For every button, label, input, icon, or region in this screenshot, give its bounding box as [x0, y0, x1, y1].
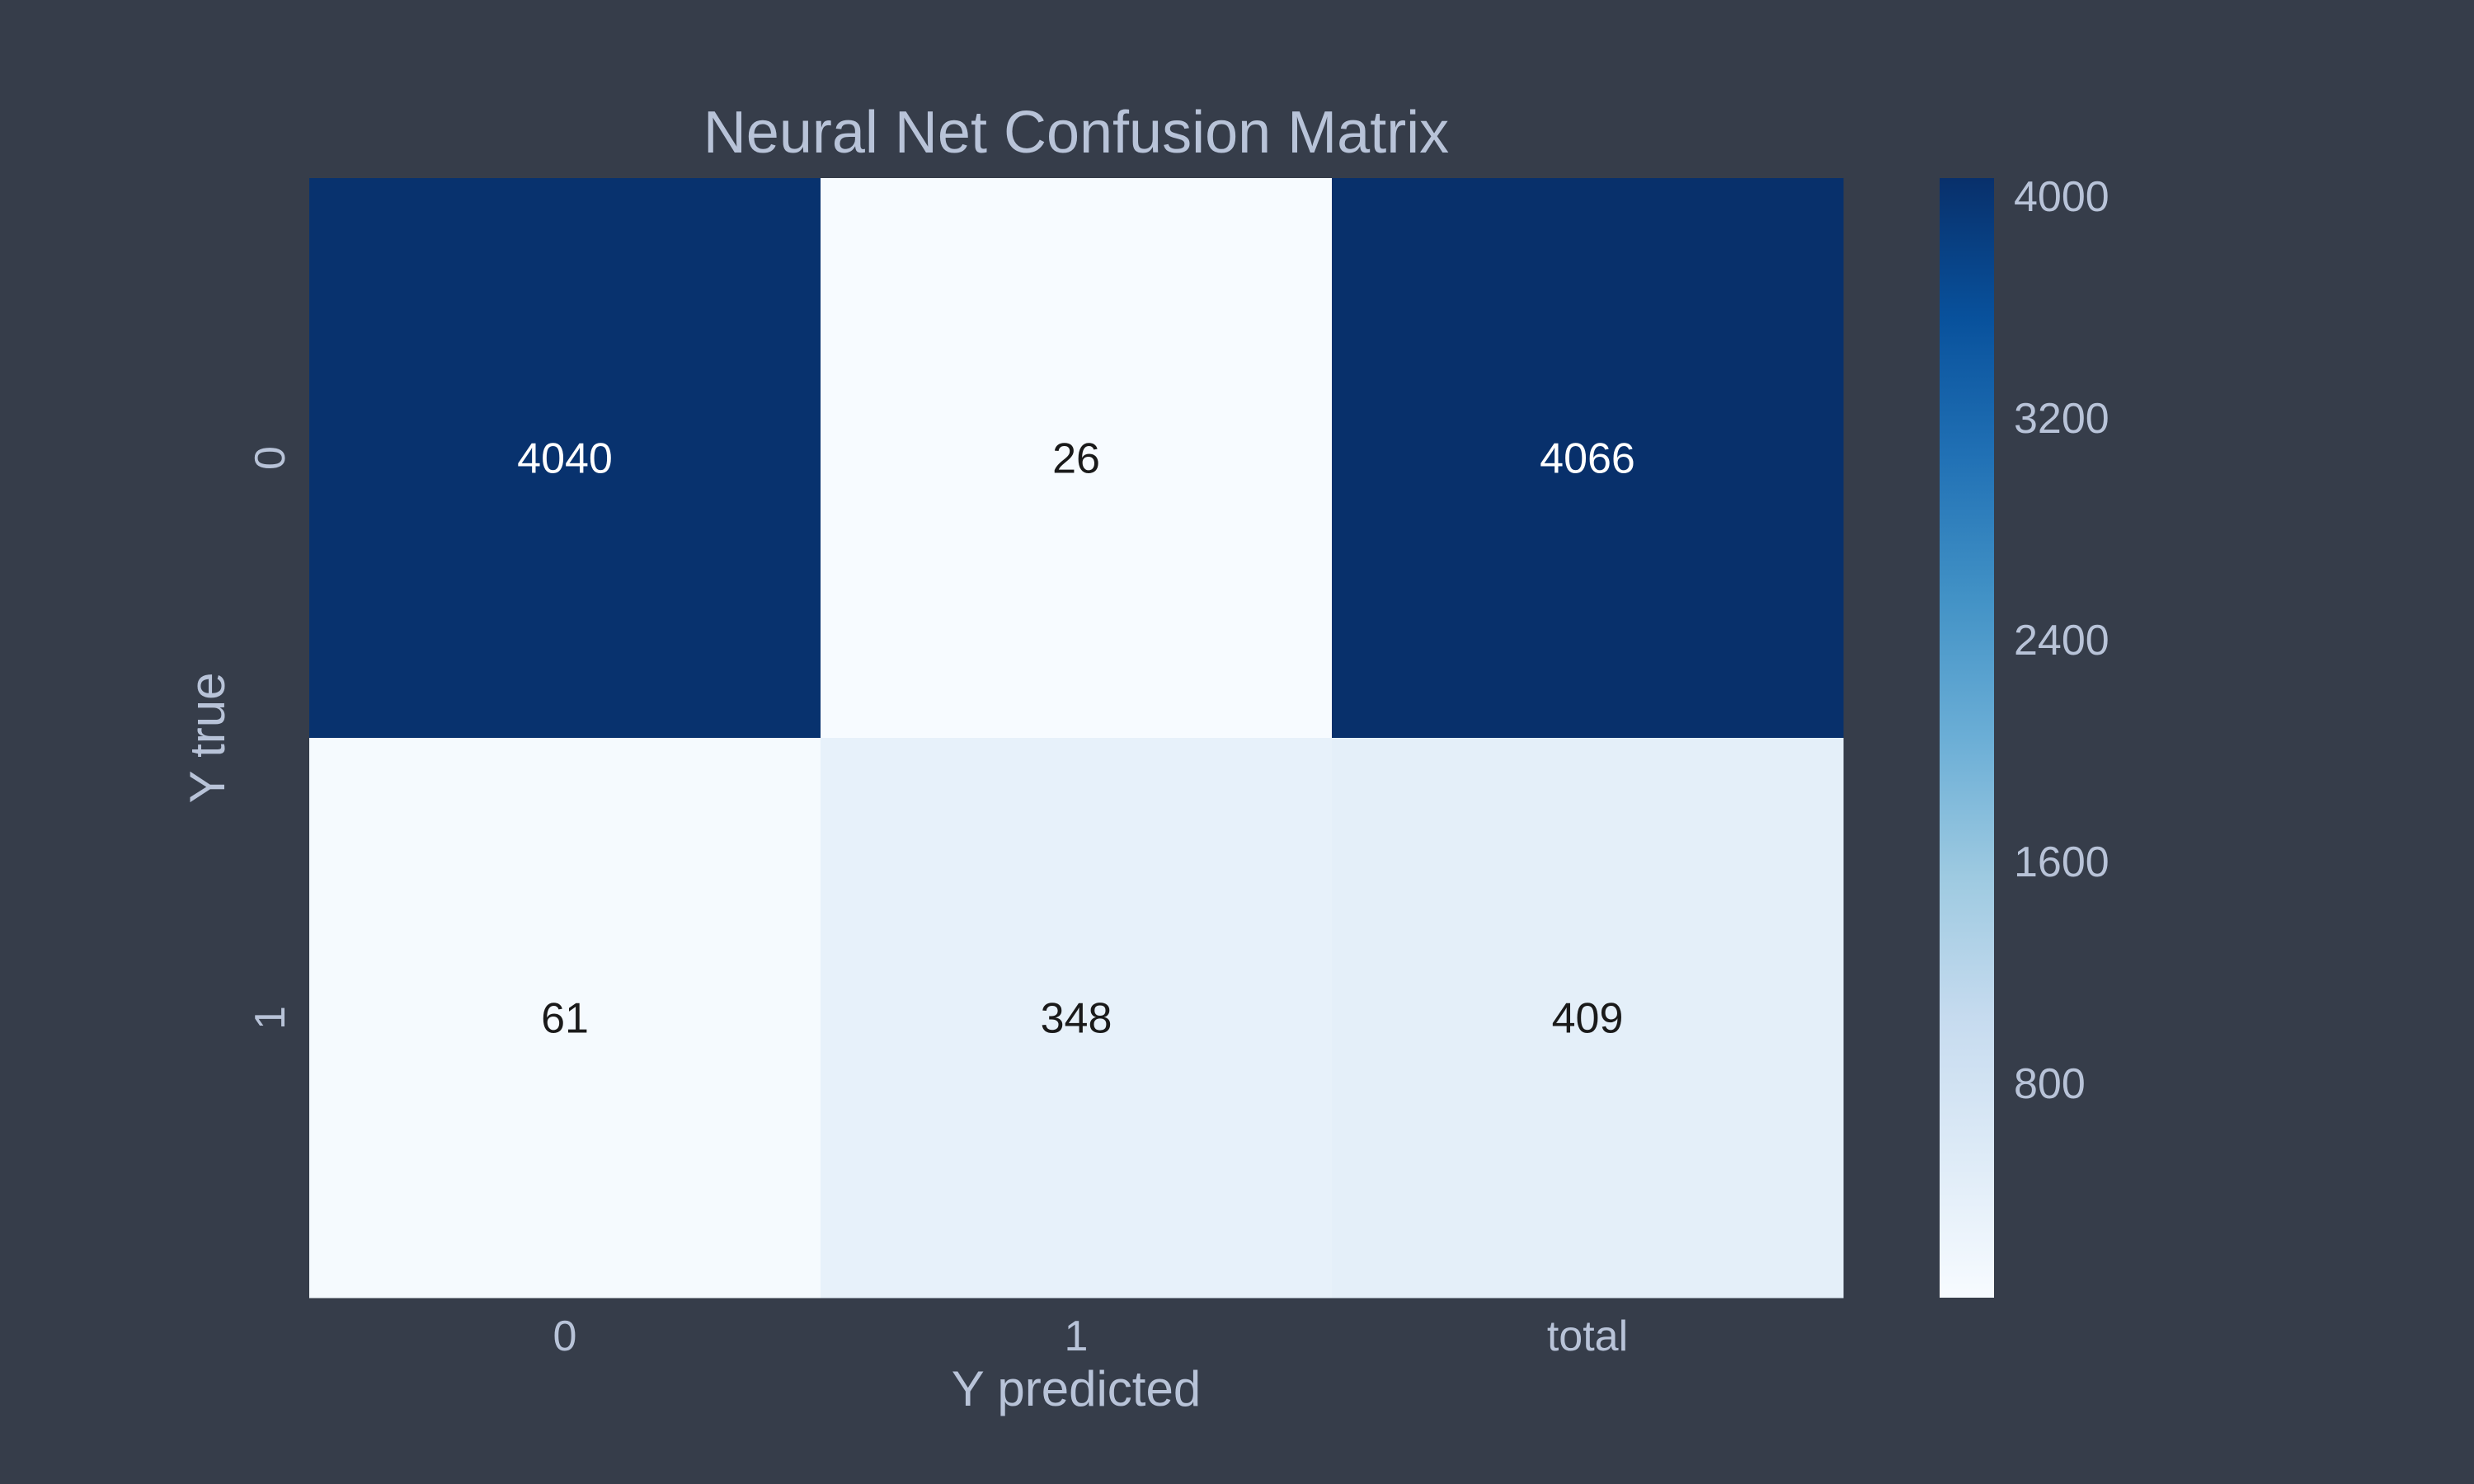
x-tick-label: total	[1547, 1313, 1628, 1360]
colorbar-tick-label: 3200	[2014, 395, 2109, 443]
cell-value-label: 61	[541, 995, 589, 1043]
x-axis-label: Y predicted	[952, 1361, 1201, 1416]
cell-value-label: 4040	[517, 435, 613, 483]
cell-value-label: 26	[1052, 435, 1100, 483]
heatmap-cells	[309, 178, 1844, 1298]
heatmap-cell-labels: 4040 26 4066 61 348 409	[517, 435, 1635, 1043]
colorbar	[1940, 178, 1994, 1298]
y-axis-label: Y true	[180, 673, 235, 804]
cell-value-label: 348	[1041, 995, 1112, 1043]
y-tick-labels: 01	[247, 446, 294, 1030]
cell-value-label: 409	[1552, 995, 1624, 1043]
heatmap-cell	[821, 178, 1333, 739]
heatmap-cell	[309, 178, 821, 739]
x-tick-label: 1	[1065, 1313, 1089, 1360]
heatmap-cell	[1332, 178, 1844, 739]
colorbar-tick-label: 800	[2014, 1060, 2086, 1108]
heatmap-cell	[1332, 738, 1844, 1298]
y-tick-label: 0	[247, 446, 294, 470]
heatmap-cell	[309, 738, 821, 1298]
colorbar-tick-labels: 4000 3200 2400 1600 800	[2014, 173, 2109, 1108]
y-tick-label: 1	[247, 1006, 294, 1030]
colorbar-tick-label: 2400	[2014, 617, 2109, 665]
x-tick-label: 0	[553, 1313, 577, 1360]
colorbar-tick-label: 4000	[2014, 173, 2109, 221]
colorbar-tick-label: 1600	[2014, 838, 2109, 886]
chart-title: Neural Net Confusion Matrix	[703, 100, 1449, 166]
cell-value-label: 4066	[1540, 435, 1635, 483]
heatmap-cell	[821, 738, 1333, 1298]
x-tick-labels: 0 1 total	[553, 1313, 1629, 1360]
